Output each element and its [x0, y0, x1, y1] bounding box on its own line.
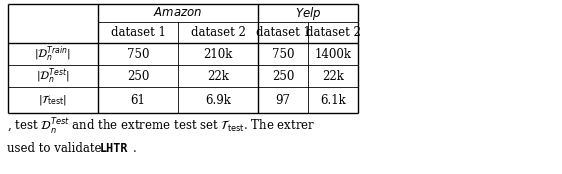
- Text: 22k: 22k: [207, 69, 229, 82]
- Text: dataset 2: dataset 2: [306, 26, 360, 39]
- Text: 22k: 22k: [322, 69, 344, 82]
- Text: .: .: [133, 143, 137, 156]
- Text: dataset 1: dataset 1: [256, 26, 310, 39]
- Text: 210k: 210k: [203, 48, 233, 61]
- Text: 750: 750: [127, 48, 149, 61]
- Text: $\mathit{Amazon}$: $\mathit{Amazon}$: [153, 6, 203, 19]
- Text: 250: 250: [272, 69, 294, 82]
- Text: 6.1k: 6.1k: [320, 93, 346, 106]
- Text: LHTR: LHTR: [100, 143, 129, 156]
- Text: dataset 2: dataset 2: [191, 26, 246, 39]
- Text: $|\mathcal{D}_{n}^{Train}|$: $|\mathcal{D}_{n}^{Train}|$: [34, 44, 71, 64]
- Text: used to validate: used to validate: [7, 143, 105, 156]
- Text: 6.9k: 6.9k: [205, 93, 231, 106]
- Text: 61: 61: [130, 93, 146, 106]
- Text: 1400k: 1400k: [315, 48, 351, 61]
- Text: , test $\mathcal{D}_n^{Test}$ and the extreme test set $\mathcal{T}_{\mathrm{tes: , test $\mathcal{D}_n^{Test}$ and the ex…: [7, 117, 315, 137]
- Text: 250: 250: [127, 69, 149, 82]
- Text: $|\mathcal{D}_{n}^{Test}|$: $|\mathcal{D}_{n}^{Test}|$: [36, 66, 70, 86]
- Text: 750: 750: [272, 48, 294, 61]
- Text: $\mathit{Yelp}$: $\mathit{Yelp}$: [294, 5, 321, 22]
- Text: dataset 1: dataset 1: [111, 26, 165, 39]
- Text: $|\mathcal{T}_{\mathrm{test}}|$: $|\mathcal{T}_{\mathrm{test}}|$: [38, 93, 67, 107]
- Text: 97: 97: [275, 93, 291, 106]
